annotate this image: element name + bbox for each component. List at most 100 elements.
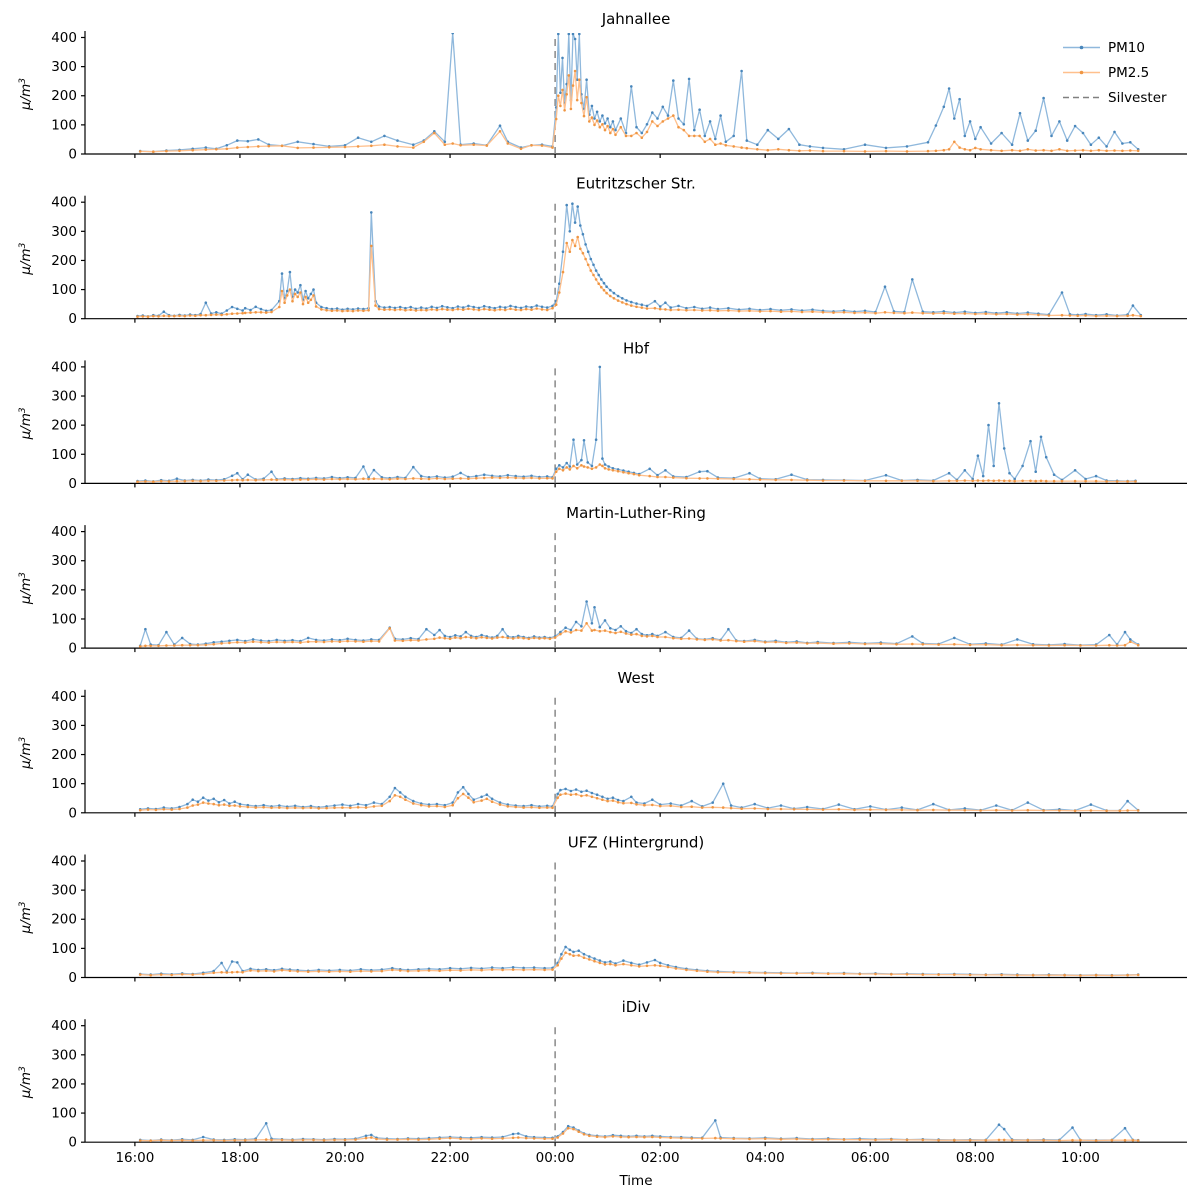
panel-hbf: Hbf 0 100 200 300 400 µ/m3 xyxy=(18,339,1187,492)
y-tick-label: 300 xyxy=(51,553,77,569)
x-tick-label: 00:00 xyxy=(536,1150,575,1166)
pm10-markers xyxy=(136,202,1143,318)
y-tick-label: 300 xyxy=(51,224,77,240)
pm25-line xyxy=(140,1127,1139,1142)
panel-title: UFZ (Hintergrund) xyxy=(568,834,705,852)
y-tick-label: 400 xyxy=(51,689,77,705)
panel-title: Eutritzscher Str. xyxy=(576,175,696,193)
legend-sample-marker-icon xyxy=(1079,70,1084,75)
y-tick-label: 200 xyxy=(51,582,77,598)
y-tick-label: 100 xyxy=(51,1106,77,1122)
y-tick-label: 0 xyxy=(68,476,77,492)
panel-eutritzscher-str-: Eutritzscher Str. 0 100 200 300 400 µ/m3 xyxy=(18,175,1187,327)
y-tick-label: 200 xyxy=(51,253,77,269)
y-axis-label: µ/m3 xyxy=(18,737,34,770)
y-tick-label: 0 xyxy=(68,805,77,821)
panel-jahnallee: Jahnallee 0 100 200 300 400 µ/m3 PM10 PM2.5 Silve… xyxy=(18,10,1187,163)
y-tick-label: 300 xyxy=(51,59,77,75)
y-tick-label: 300 xyxy=(51,718,77,734)
y-axis-label: µ/m3 xyxy=(18,1066,34,1099)
panel-martin-luther-ring: Martin-Luther-Ring 0 100 200 300 400 µ/m3 xyxy=(18,504,1187,657)
panel-title: iDiv xyxy=(622,998,651,1016)
pm25-markers xyxy=(138,792,1140,813)
y-tick-label: 0 xyxy=(68,641,77,657)
pm10-line xyxy=(139,600,1139,646)
y-tick-label: 100 xyxy=(51,776,77,792)
y-tick-label: 100 xyxy=(51,282,77,298)
series-group xyxy=(138,945,1140,977)
pm25-markers xyxy=(138,1126,1140,1142)
x-tick-label: 22:00 xyxy=(431,1150,470,1166)
y-axis-label: µ/m3 xyxy=(18,78,34,111)
panel-west: West 0 100 200 300 400 µ/m3 xyxy=(18,669,1187,821)
x-tick-label: 06:00 xyxy=(851,1150,890,1166)
pm25-line xyxy=(137,236,1141,318)
pm25-markers xyxy=(136,235,1143,319)
y-tick-label: 100 xyxy=(51,611,77,627)
panel-ufz-hintergrund-: UFZ (Hintergrund) 0 100 200 300 400 µ/m3 xyxy=(18,834,1187,986)
x-tick-label: 08:00 xyxy=(956,1150,995,1166)
panel-idiv: iDiv 0 100 200 300 400 µ/m3 16:00 18:00 20:00 22:0… xyxy=(18,998,1187,1189)
series-group xyxy=(136,365,1137,484)
y-tick-label: 400 xyxy=(51,524,77,540)
pm25-markers xyxy=(138,951,1140,977)
y-tick-label: 100 xyxy=(51,447,77,463)
series-group xyxy=(138,33,1140,153)
y-tick-label: 0 xyxy=(68,147,77,163)
pm10-line xyxy=(140,33,1139,153)
pm25-markers xyxy=(136,463,1137,484)
x-tick-label: 16:00 xyxy=(115,1150,154,1166)
legend-label: Silvester xyxy=(1108,90,1167,106)
series-group xyxy=(136,202,1143,319)
y-tick-label: 0 xyxy=(68,1135,77,1151)
legend-label: PM2.5 xyxy=(1108,65,1149,81)
series-group xyxy=(138,782,1140,813)
legend-label: PM10 xyxy=(1108,40,1145,56)
y-axis-label: µ/m3 xyxy=(18,407,34,440)
pm25-markers xyxy=(138,69,1140,153)
legend-sample-marker-icon xyxy=(1079,45,1084,50)
panel-title: Jahnallee xyxy=(601,10,671,28)
x-tick-label: 04:00 xyxy=(746,1150,785,1166)
y-tick-label: 400 xyxy=(51,359,77,375)
pm10-line xyxy=(137,366,1136,483)
pm10-markers xyxy=(136,365,1137,483)
y-tick-label: 400 xyxy=(51,195,77,211)
y-tick-label: 400 xyxy=(51,30,77,46)
x-axis-label: Time xyxy=(618,1173,652,1189)
y-tick-label: 100 xyxy=(51,941,77,957)
panel-title: Martin-Luther-Ring xyxy=(566,504,706,522)
x-tick-label: 20:00 xyxy=(326,1150,365,1166)
x-tick-label: 10:00 xyxy=(1061,1150,1100,1166)
y-axis-label: µ/m3 xyxy=(18,572,34,605)
y-tick-label: 100 xyxy=(51,117,77,133)
series-group xyxy=(138,1119,1140,1142)
pm25-line xyxy=(140,622,1139,648)
y-tick-label: 200 xyxy=(51,1076,77,1092)
y-tick-label: 300 xyxy=(51,1047,77,1063)
panel-title: Hbf xyxy=(623,339,650,357)
pm10-line xyxy=(137,203,1142,318)
y-axis-label: µ/m3 xyxy=(18,901,34,934)
series-group xyxy=(138,600,1140,648)
pm25-markers xyxy=(138,622,1140,648)
y-tick-label: 200 xyxy=(51,747,77,763)
y-tick-label: 400 xyxy=(51,1018,77,1034)
x-tick-label: 18:00 xyxy=(220,1150,259,1166)
y-tick-label: 0 xyxy=(68,970,77,986)
pm10-markers xyxy=(138,945,1140,977)
pm10-markers xyxy=(138,1119,1140,1142)
pm25-line xyxy=(140,792,1139,812)
y-tick-label: 400 xyxy=(51,853,77,869)
x-tick-label: 02:00 xyxy=(641,1150,680,1166)
pm10-line xyxy=(140,783,1139,812)
legend: PM10 PM2.5 Silvester xyxy=(1063,40,1167,106)
y-tick-label: 200 xyxy=(51,912,77,928)
y-tick-label: 200 xyxy=(51,88,77,104)
y-tick-label: 300 xyxy=(51,389,77,405)
y-tick-label: 200 xyxy=(51,418,77,434)
panel-title: West xyxy=(618,669,655,687)
y-tick-label: 300 xyxy=(51,883,77,899)
